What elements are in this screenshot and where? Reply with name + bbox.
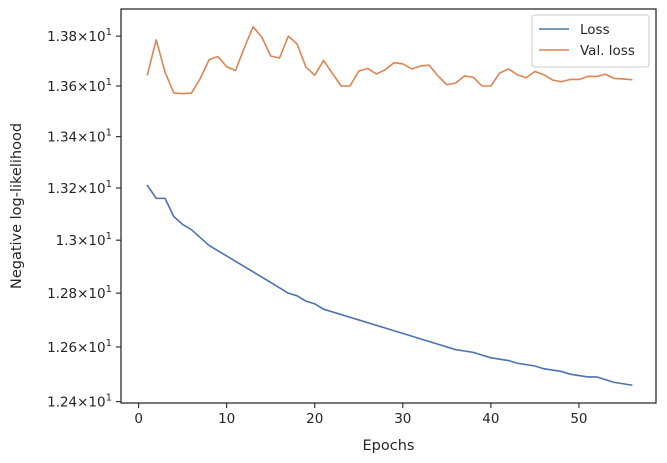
y-tick-label: 1.34×101 [47,128,112,146]
x-tick-label: 0 [134,411,143,427]
x-tick-label: 20 [306,411,323,427]
series-layer [146,25,633,386]
legend-box [531,14,650,68]
y-tick-label: 1.28×101 [47,284,112,302]
series-line-2 [146,25,633,95]
y-tick-label: 1.36×101 [47,77,112,95]
x-tick-label: 50 [570,411,587,427]
legend: Loss Val. loss [531,14,650,68]
legend-label-2: Val. loss [580,43,635,59]
y-axis-label: Negative log-likelihood [9,123,25,289]
x-tick-label: 10 [218,411,235,427]
plot-frame [120,8,657,404]
legend-label-1: Loss [580,22,610,38]
y-tick-label: 1.32×101 [47,179,112,197]
y-tick-label: 1.38×101 [47,27,112,45]
x-axis-label: Epochs [363,438,415,454]
x-tick-label: 30 [394,411,411,427]
y-tick-label: 1.24×101 [47,393,112,411]
x-tick-label: 40 [482,411,499,427]
x-axis: 0 10 20 30 40 50 [134,403,588,427]
y-tick-label: 1.26×101 [47,338,112,356]
y-axis: 1.24×101 1.26×101 1.28×101 1.3×101 1.32×101 1… [47,27,121,411]
series-line-1 [146,184,633,386]
y-tick-label: 1.3×101 [56,231,112,249]
